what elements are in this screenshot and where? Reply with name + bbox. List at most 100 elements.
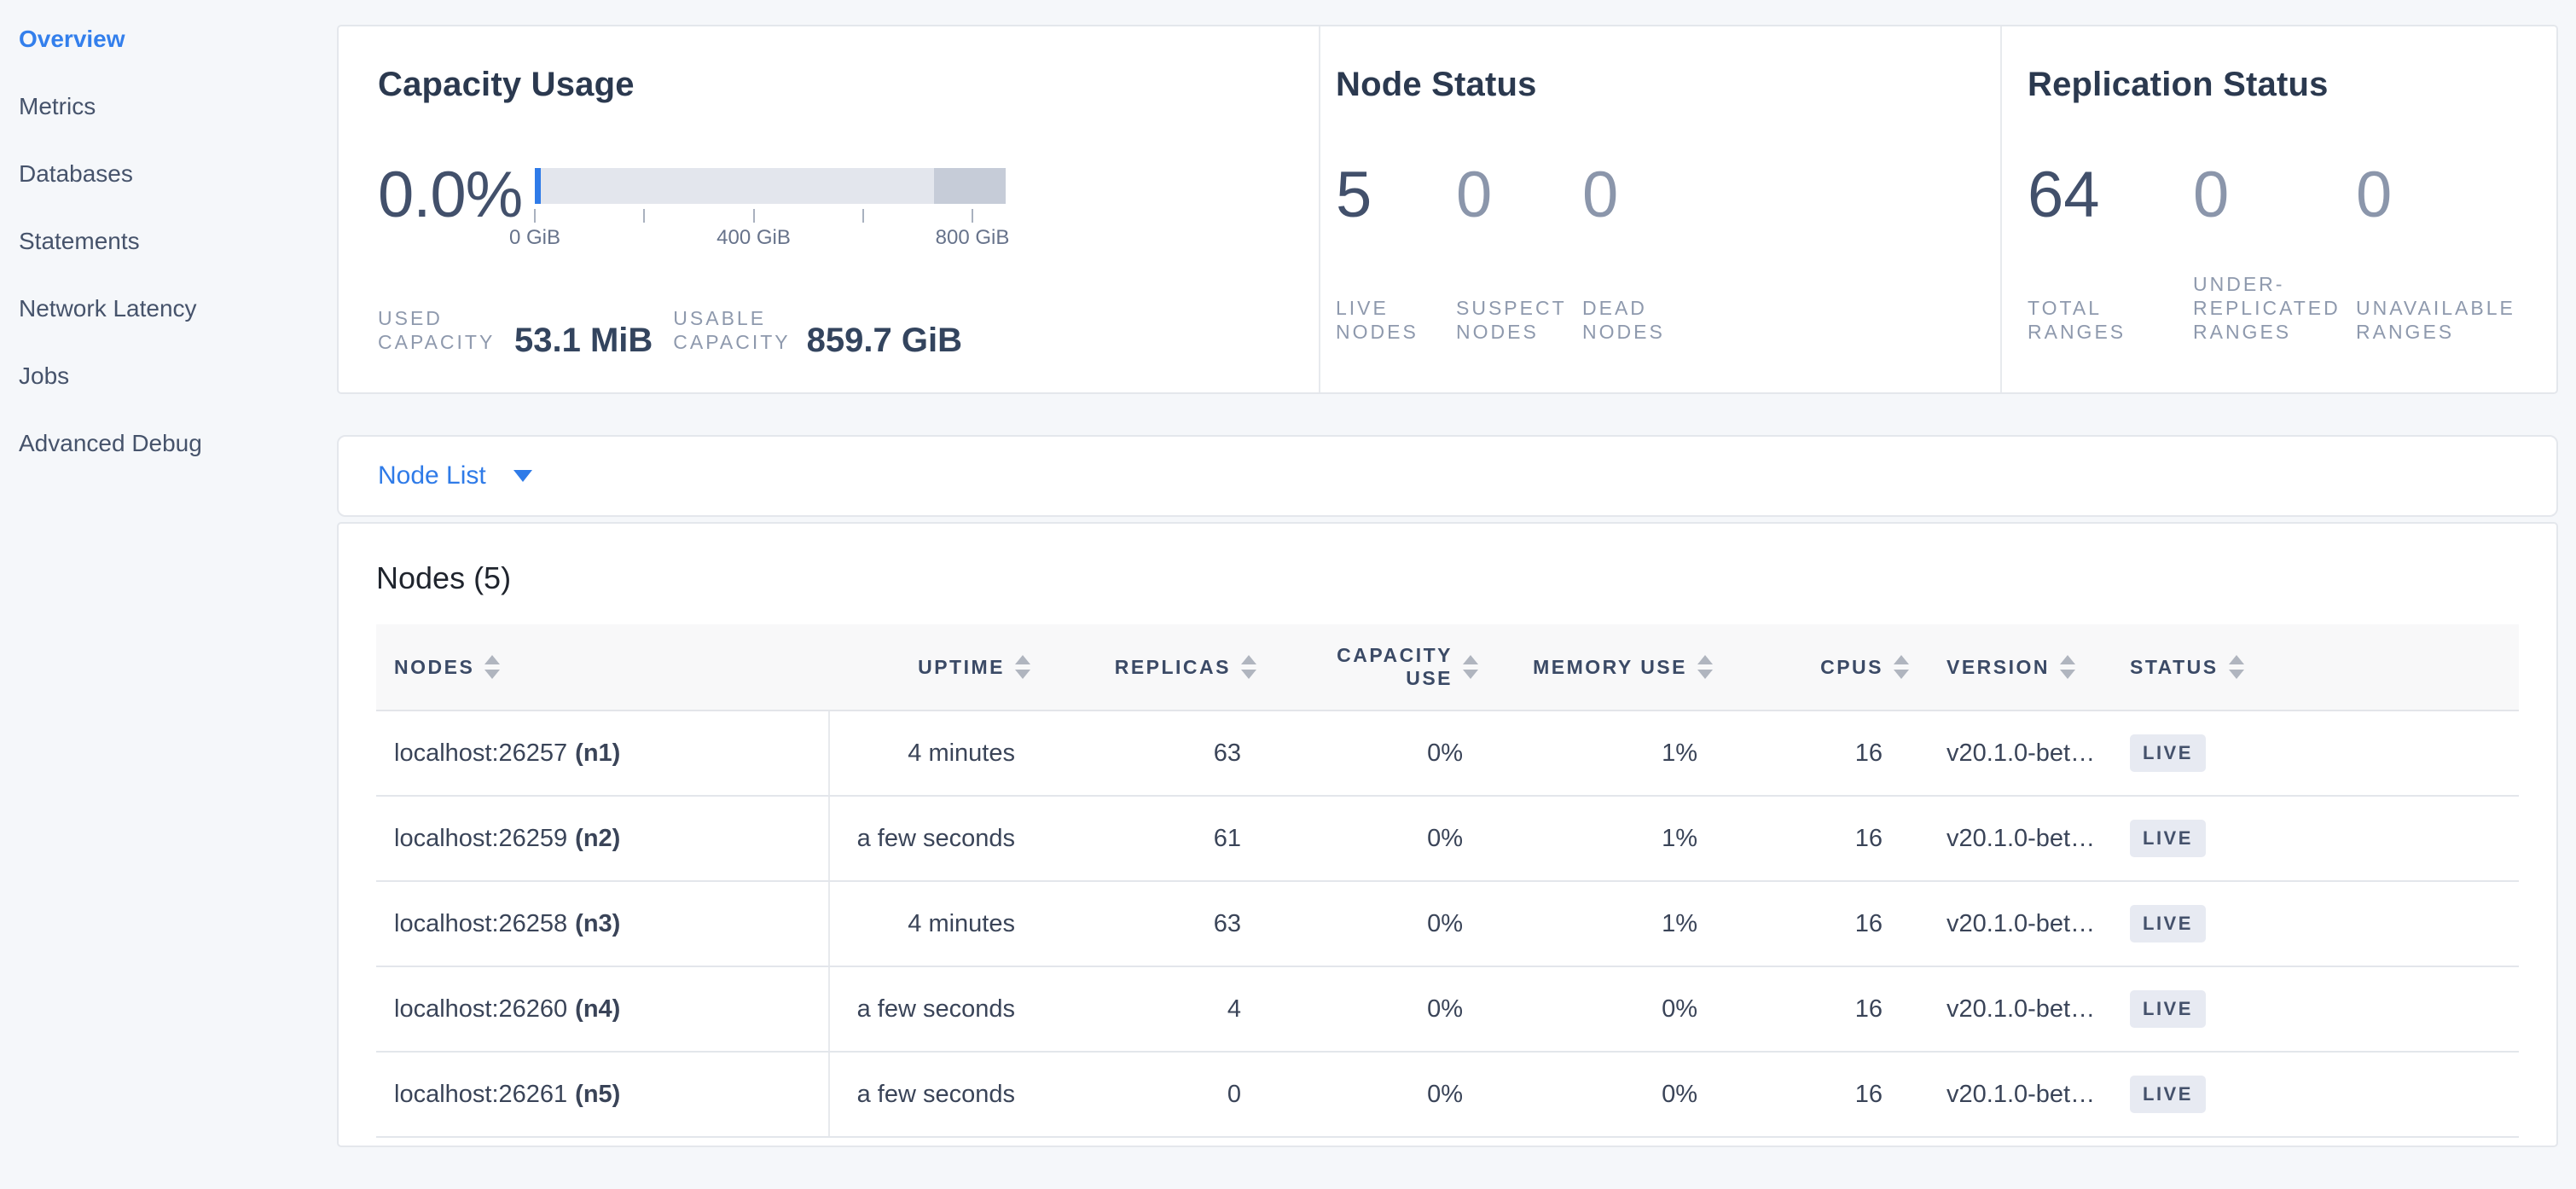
capacity-axis bbox=[534, 209, 973, 223]
dead-nodes-stat: 0 DEAD NODES bbox=[1582, 161, 1665, 344]
replicas-cell: 63 bbox=[1036, 710, 1262, 797]
cpus-cell: 16 bbox=[1718, 966, 1929, 1053]
replicas-cell: 4 bbox=[1036, 966, 1262, 1053]
axis-label-0gib: 0 GiB bbox=[508, 226, 561, 249]
suspect-nodes-count: 0 bbox=[1456, 159, 1493, 231]
live-nodes-stat: 5 LIVE NODES bbox=[1336, 161, 1456, 344]
capacity-used-percent: 0.0% bbox=[378, 159, 523, 231]
column-header-nodes[interactable]: NODES bbox=[376, 624, 829, 711]
status-badge: LIVE bbox=[2130, 1076, 2206, 1113]
under-replicated-ranges-count: 0 bbox=[2193, 159, 2230, 231]
sidebar-item-network-latency[interactable]: Network Latency bbox=[19, 294, 197, 322]
column-header-cpus[interactable]: CPUS bbox=[1718, 624, 1929, 711]
column-label: REPLICAS bbox=[1114, 655, 1231, 678]
capacity-usage-row: 0.0% bbox=[378, 161, 1293, 252]
capacity-bar-other-segment bbox=[934, 168, 1006, 204]
column-header-version[interactable]: VERSION bbox=[1929, 624, 2109, 711]
capacity-usage-section: Capacity Usage 0.0% bbox=[339, 26, 1319, 392]
sidebar: Overview Metrics Databases Statements Ne… bbox=[0, 0, 337, 1189]
cpus-cell: 16 bbox=[1718, 710, 1929, 797]
sidebar-item-advanced-debug[interactable]: Advanced Debug bbox=[19, 429, 202, 456]
table-row-node-3[interactable]: localhost:26258 (n3) 4 minutes 63 0% 1% 1… bbox=[376, 881, 2519, 967]
column-label: NODES bbox=[394, 655, 475, 678]
capacity-bar-chart: 0 GiB 400 GiB 800 GiB bbox=[509, 168, 1009, 252]
sidebar-item-overview[interactable]: Overview bbox=[19, 25, 125, 52]
version-cell: v20.1.0-bet… bbox=[1929, 1052, 2109, 1138]
replication-stats: 64 TOTAL RANGES 0 UNDER- REPLICATED RANG… bbox=[2028, 161, 2556, 344]
uptime-cell: 4 minutes bbox=[829, 710, 1036, 797]
replicas-cell: 63 bbox=[1036, 881, 1262, 967]
capacity-usage-title: Capacity Usage bbox=[378, 66, 635, 103]
capacity-use-cell: 0% bbox=[1262, 796, 1483, 882]
node-status-section: Node Status 5 LIVE NODES 0 SUSPECT NODES… bbox=[1319, 26, 2000, 392]
node-status-stats: 5 LIVE NODES 0 SUSPECT NODES 0 DEAD NODE… bbox=[1336, 161, 2000, 344]
sidebar-item-statements[interactable]: Statements bbox=[19, 227, 140, 254]
uptime-cell: a few seconds bbox=[829, 1052, 1036, 1138]
replication-status-title: Replication Status bbox=[2028, 66, 2329, 103]
node-list-dropdown[interactable]: Node List bbox=[378, 461, 532, 490]
used-capacity-stat: USED CAPACITY 53.1 MiB bbox=[378, 306, 653, 357]
uptime-cell: a few seconds bbox=[829, 966, 1036, 1053]
sort-icon bbox=[2228, 655, 2244, 679]
column-label: CAPACITY USE bbox=[1337, 644, 1453, 689]
nodes-table: NODES UPTIME REPLICAS CAPACITY USE MEMOR bbox=[376, 624, 2519, 1138]
axis-tick bbox=[862, 209, 864, 223]
sidebar-item-jobs[interactable]: Jobs bbox=[19, 362, 70, 389]
node-address: localhost:26259 bbox=[394, 824, 568, 852]
node-id: (n3) bbox=[575, 909, 621, 937]
table-row-node-5[interactable]: localhost:26261 (n5) a few seconds 0 0% 0… bbox=[376, 1052, 2519, 1138]
status-badge: LIVE bbox=[2130, 990, 2206, 1028]
column-label: STATUS bbox=[2130, 655, 2219, 678]
replicas-cell: 61 bbox=[1036, 796, 1262, 882]
column-header-status[interactable]: STATUS bbox=[2109, 624, 2519, 711]
status-badge: LIVE bbox=[2130, 820, 2206, 857]
capacity-bar-used-segment bbox=[535, 168, 541, 204]
table-row-node-2[interactable]: localhost:26259 (n2) a few seconds 61 0% … bbox=[376, 796, 2519, 882]
table-row-node-4[interactable]: localhost:26260 (n4) a few seconds 4 0% 0… bbox=[376, 966, 2519, 1053]
suspect-nodes-stat: 0 SUSPECT NODES bbox=[1456, 161, 1582, 344]
nodes-table-card: Nodes (5) NODES UPTIME REP bbox=[337, 522, 2558, 1147]
sort-icon bbox=[2060, 655, 2076, 679]
column-label: VERSION bbox=[1947, 655, 2051, 678]
main-content: Capacity Usage 0.0% bbox=[337, 0, 2576, 1189]
memory-use-cell: 0% bbox=[1483, 1052, 1718, 1138]
capacity-use-cell: 0% bbox=[1262, 1052, 1483, 1138]
capacity-axis-labels: 0 GiB 400 GiB 800 GiB bbox=[509, 226, 1009, 252]
sort-icon bbox=[1463, 655, 1478, 679]
used-capacity-label: USED CAPACITY bbox=[378, 307, 496, 353]
table-row-node-1[interactable]: localhost:26257 (n1) 4 minutes 63 0% 1% 1… bbox=[376, 710, 2519, 797]
table-header-row: NODES UPTIME REPLICAS CAPACITY USE MEMOR bbox=[376, 624, 2519, 711]
live-nodes-count: 5 bbox=[1336, 159, 1372, 231]
sidebar-item-databases[interactable]: Databases bbox=[19, 160, 133, 187]
dead-nodes-label: DEAD NODES bbox=[1582, 297, 1665, 343]
usable-capacity-label: USABLE CAPACITY bbox=[673, 307, 791, 353]
column-header-replicas[interactable]: REPLICAS bbox=[1036, 624, 1262, 711]
replication-status-section: Replication Status 64 TOTAL RANGES 0 UND… bbox=[2000, 26, 2556, 392]
column-label: UPTIME bbox=[918, 655, 1005, 678]
version-cell: v20.1.0-bet… bbox=[1929, 966, 2109, 1053]
axis-tick bbox=[643, 209, 646, 223]
node-address: localhost:26258 bbox=[394, 909, 568, 937]
axis-tick bbox=[972, 209, 973, 223]
dead-nodes-count: 0 bbox=[1582, 159, 1619, 231]
node-status-title: Node Status bbox=[1336, 66, 1537, 103]
column-header-capacity-use[interactable]: CAPACITY USE bbox=[1262, 624, 1483, 711]
status-badge: LIVE bbox=[2130, 734, 2206, 772]
version-cell: v20.1.0-bet… bbox=[1929, 710, 2109, 797]
node-list-selector-card: Node List bbox=[337, 435, 2558, 517]
sort-icon bbox=[1241, 655, 1256, 679]
replicas-cell: 0 bbox=[1036, 1052, 1262, 1138]
nodes-table-title: Nodes (5) bbox=[376, 560, 512, 595]
column-header-memory-use[interactable]: MEMORY USE bbox=[1483, 624, 1718, 711]
sidebar-item-metrics[interactable]: Metrics bbox=[19, 92, 96, 119]
total-ranges-count: 64 bbox=[2028, 159, 2100, 231]
axis-label-400gib: 400 GiB bbox=[717, 226, 791, 249]
suspect-nodes-label: SUSPECT NODES bbox=[1456, 297, 1567, 343]
total-ranges-label: TOTAL RANGES bbox=[2028, 297, 2126, 343]
column-header-uptime[interactable]: UPTIME bbox=[829, 624, 1036, 711]
column-label: CPUS bbox=[1820, 655, 1883, 678]
cpus-cell: 16 bbox=[1718, 1052, 1929, 1138]
capacity-bar bbox=[535, 168, 1006, 204]
uptime-cell: 4 minutes bbox=[829, 881, 1036, 967]
